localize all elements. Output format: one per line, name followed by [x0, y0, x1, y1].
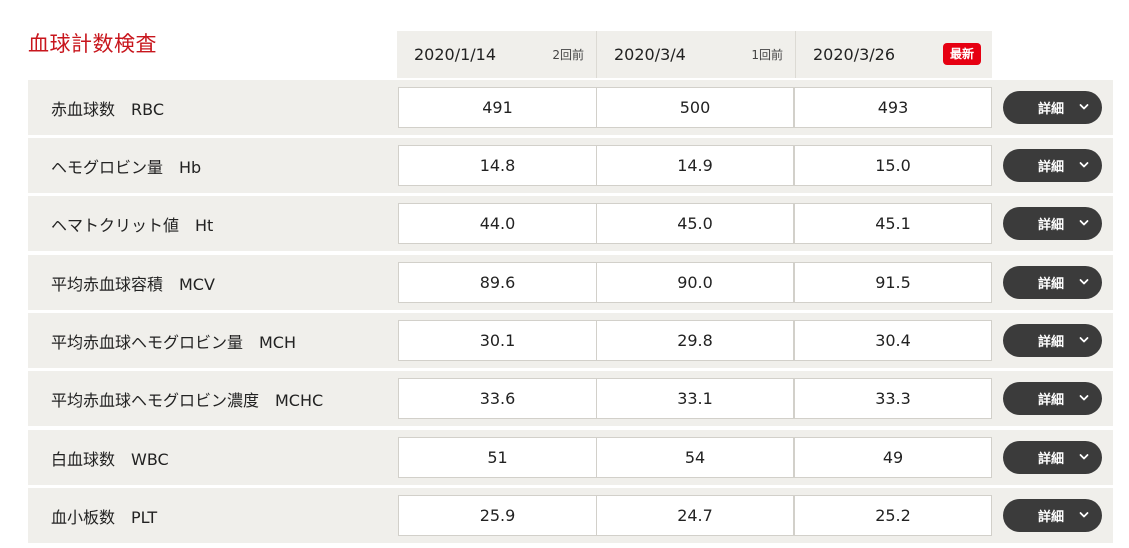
column-date: 2020/3/26: [813, 45, 896, 64]
value-cell: 29.8: [596, 320, 794, 361]
table-row: 白血球数 WBC 51 54 49 詳細: [28, 430, 1113, 485]
detail-button-label: 詳細: [1038, 277, 1065, 292]
row-label: 血小板数 PLT: [51, 507, 158, 527]
value-cell: 51: [398, 437, 597, 478]
table-row: ヘモグロビン量 Hb 14.8 14.9 15.0 詳細: [28, 138, 1113, 193]
value-cell: 24.7: [596, 495, 794, 536]
header-divider: [795, 31, 796, 78]
chevron-down-icon: [1079, 454, 1089, 460]
row-label: 平均赤血球容積 MCV: [51, 274, 215, 294]
column-date: 2020/3/4: [614, 45, 686, 64]
column-ago-label: 1回前: [751, 48, 783, 62]
row-label: ヘモグロビン量 Hb: [51, 157, 202, 177]
chevron-down-icon: [1079, 104, 1089, 110]
detail-button-label: 詳細: [1038, 218, 1065, 233]
table-row: 平均赤血球ヘモグロビン濃度 MCHC 33.6 33.1 33.3 詳細: [28, 371, 1113, 426]
value-cell: 33.6: [398, 378, 597, 419]
value-cell: 14.8: [398, 145, 597, 186]
value-cell: 25.2: [794, 495, 992, 536]
value-cell: 500: [596, 87, 794, 128]
value-cell: 14.9: [596, 145, 794, 186]
row-label: 平均赤血球ヘモグロビン量 MCH: [51, 332, 297, 352]
value-cell: 89.6: [398, 262, 597, 303]
value-cell: 491: [398, 87, 597, 128]
latest-badge: 最新: [942, 43, 981, 65]
value-cell: 33.3: [794, 378, 992, 419]
value-cell: 15.0: [794, 145, 992, 186]
column-header-2-ago: 2020/1/14 2回前: [397, 31, 596, 78]
detail-button[interactable]: 詳細: [1003, 499, 1102, 532]
chevron-down-icon: [1079, 395, 1089, 401]
detail-button-label: 詳細: [1038, 160, 1065, 175]
column-header-latest: 2020/3/26 最新: [796, 31, 992, 78]
row-label: ヘマトクリット値 Ht: [51, 215, 214, 235]
value-cell: 33.1: [596, 378, 794, 419]
chevron-down-icon: [1079, 220, 1089, 226]
value-cell: 49: [794, 437, 992, 478]
detail-button-label: 詳細: [1038, 335, 1065, 350]
column-header-1-ago: 2020/3/4 1回前: [597, 31, 795, 78]
page-title: 血球計数検査: [28, 32, 157, 56]
value-cell: 493: [794, 87, 992, 128]
detail-button-label: 詳細: [1038, 393, 1065, 408]
detail-button[interactable]: 詳細: [1003, 207, 1102, 240]
detail-button[interactable]: 詳細: [1003, 324, 1102, 357]
table-row: 平均赤血球ヘモグロビン量 MCH 30.1 29.8 30.4 詳細: [28, 313, 1113, 368]
row-label: 平均赤血球ヘモグロビン濃度 MCHC: [51, 390, 324, 410]
value-cell: 45.1: [794, 203, 992, 244]
value-cell: 91.5: [794, 262, 992, 303]
value-cell: 30.4: [794, 320, 992, 361]
detail-button[interactable]: 詳細: [1003, 382, 1102, 415]
detail-button[interactable]: 詳細: [1003, 91, 1102, 124]
table-row: 平均赤血球容積 MCV 89.6 90.0 91.5 詳細: [28, 255, 1113, 310]
table-row: ヘマトクリット値 Ht 44.0 45.0 45.1 詳細: [28, 196, 1113, 251]
detail-button-label: 詳細: [1038, 452, 1065, 467]
detail-button[interactable]: 詳細: [1003, 441, 1102, 474]
row-label: 白血球数 WBC: [51, 449, 169, 469]
chevron-down-icon: [1079, 162, 1089, 168]
chevron-down-icon: [1079, 512, 1089, 518]
table-row: 血小板数 PLT 25.9 24.7 25.2 詳細: [28, 488, 1113, 543]
value-cell: 44.0: [398, 203, 597, 244]
header-divider: [596, 31, 597, 78]
detail-button-label: 詳細: [1038, 102, 1065, 117]
chevron-down-icon: [1079, 279, 1089, 285]
table-row: 赤血球数 RBC 491 500 493 詳細: [28, 80, 1113, 135]
chevron-down-icon: [1079, 337, 1089, 343]
value-cell: 90.0: [596, 262, 794, 303]
value-cell: 54: [596, 437, 794, 478]
detail-button[interactable]: 詳細: [1003, 149, 1102, 182]
detail-button[interactable]: 詳細: [1003, 266, 1102, 299]
detail-button-label: 詳細: [1038, 510, 1065, 525]
column-ago-label: 2回前: [552, 48, 584, 62]
value-cell: 30.1: [398, 320, 597, 361]
row-label: 赤血球数 RBC: [51, 99, 164, 119]
value-cell: 25.9: [398, 495, 597, 536]
value-cell: 45.0: [596, 203, 794, 244]
column-date: 2020/1/14: [414, 45, 497, 64]
